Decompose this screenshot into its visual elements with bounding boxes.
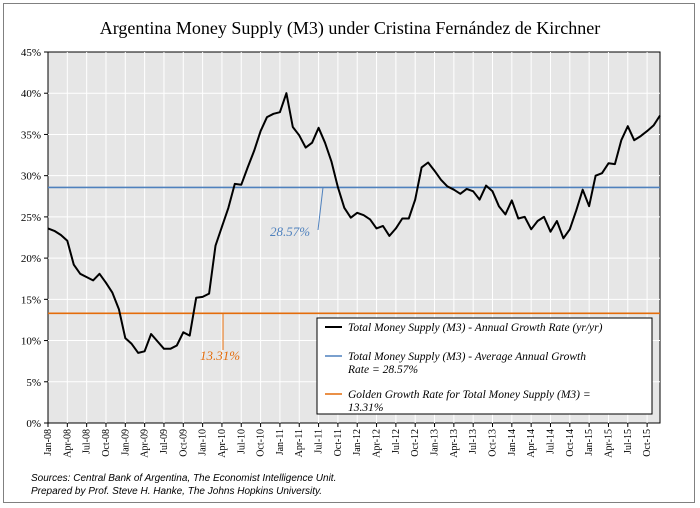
x-tick-label: Jan-11 [275, 429, 286, 455]
x-tick-label: Oct-12 [410, 429, 421, 457]
x-tick-label: Apr-10 [217, 429, 228, 458]
x-tick-label: Apr-13 [449, 429, 460, 458]
data-series [47, 92, 661, 354]
x-tick-label: Oct-10 [256, 429, 267, 457]
y-tick-label: 5% [26, 377, 41, 389]
x-tick-label: Jul-11 [314, 429, 325, 454]
average-annotation-label: 28.57% [270, 224, 310, 239]
average-annotation-leader [317, 187, 324, 231]
y-tick-label: 35% [21, 129, 41, 141]
x-tick-label: Oct-14 [565, 429, 576, 457]
x-tick-label: Oct-13 [488, 429, 499, 457]
legend: Total Money Supply (M3) - Annual Growth … [316, 317, 653, 415]
x-tick-label: Jan-14 [507, 429, 518, 456]
x-tick-label: Apr-08 [62, 429, 73, 458]
legend-box [316, 317, 653, 415]
x-tick-label: Jan-10 [198, 429, 209, 456]
y-tick-label: 20% [21, 253, 41, 265]
x-tick-label: Jul-12 [391, 429, 402, 454]
money-supply-growth-line [47, 92, 661, 354]
x-tick-label: Jul-09 [159, 429, 170, 454]
x-tick-label: Jul-14 [545, 429, 556, 454]
x-tick-label: Jan-09 [120, 429, 131, 456]
x-tick-label: Jul-13 [468, 429, 479, 454]
legend-label: Golden Growth Rate for Total Money Suppl… [348, 389, 591, 401]
x-tick-label: Jul-15 [623, 429, 634, 454]
footer-sources: Sources: Central Bank of Argentina, The … [31, 473, 337, 484]
x-tick-label: Apr-09 [140, 429, 151, 458]
x-tick-label: Jan-08 [43, 429, 54, 456]
x-tick-label: Oct-15 [642, 429, 653, 457]
x-axis-ticks: Jan-08 Apr-08 Jul-08 Oct-08 Jan-09 Apr-09 Jul-… [43, 423, 653, 458]
y-tick-label: 25% [21, 212, 41, 224]
legend-label: 13.31% [348, 402, 383, 414]
x-tick-label: Jan-12 [352, 429, 363, 456]
chart-title: Argentina Money Supply (M3) under Cristi… [100, 18, 601, 39]
golden-annotation-label: 13.31% [200, 348, 240, 363]
x-tick-label: Jul-10 [236, 429, 247, 454]
chart-frame [3, 3, 695, 503]
x-tick-label: Apr-11 [294, 429, 305, 457]
y-tick-label: 40% [21, 88, 41, 100]
x-tick-label: Oct-09 [178, 429, 189, 457]
y-axis-ticks: 0% 5% 10% 15% 20% 25% 30% 35% 40% 45% [21, 47, 48, 430]
x-tick-label: Jan-15 [584, 429, 595, 456]
annotations: 28.57% 13.31% [200, 187, 324, 363]
y-tick-label: 0% [26, 418, 41, 430]
y-tick-label: 30% [21, 171, 41, 183]
legend-label: Total Money Supply (M3) - Average Annual… [348, 351, 586, 363]
footer-prepared-by: Prepared by Prof. Steve H. Hanke, The Jo… [31, 486, 323, 497]
x-tick-label: Oct-08 [101, 429, 112, 457]
y-tick-label: 10% [21, 336, 41, 348]
x-tick-label: Apr-15 [603, 429, 614, 458]
x-tick-label: Jan-13 [430, 429, 441, 456]
x-tick-label: Apr-12 [372, 429, 383, 458]
reference-lines [48, 186, 660, 315]
y-tick-label: 15% [21, 294, 41, 306]
legend-label: Rate = 28.57% [347, 364, 418, 376]
x-tick-label: Jul-08 [82, 429, 93, 454]
y-tick-label: 45% [21, 47, 41, 59]
x-tick-label: Apr-14 [526, 429, 537, 458]
x-tick-label: Oct-11 [333, 429, 344, 456]
legend-label: Total Money Supply (M3) - Annual Growth … [348, 322, 603, 334]
